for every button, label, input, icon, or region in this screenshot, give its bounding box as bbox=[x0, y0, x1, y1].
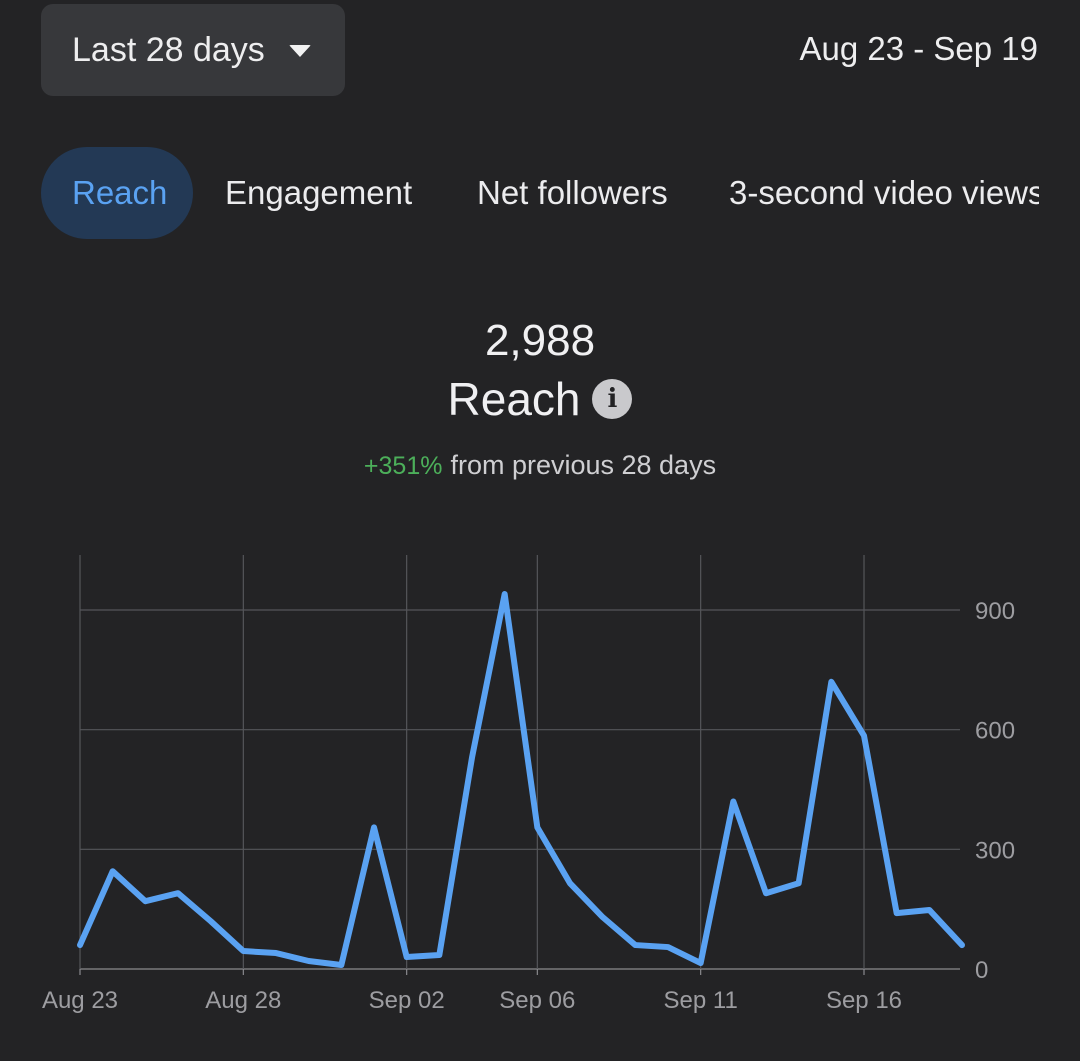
tab-reach[interactable]: Reach bbox=[41, 147, 193, 239]
data-point bbox=[142, 898, 148, 904]
tab-engagement[interactable]: Engagement bbox=[225, 174, 413, 211]
data-point bbox=[208, 918, 214, 924]
x-tick-label: Aug 23 bbox=[42, 987, 118, 1014]
y-axis-labels: 0 300 600 900 bbox=[975, 598, 1015, 984]
y-tick-label: 0 bbox=[975, 957, 988, 984]
data-point bbox=[273, 950, 279, 956]
data-point bbox=[404, 954, 410, 960]
x-axis-labels: Aug 23 Aug 28 Sep 02 Sep 06 Sep 11 Sep 16 bbox=[42, 987, 902, 1014]
data-point bbox=[861, 733, 867, 739]
x-tick-label: Sep 16 bbox=[826, 987, 902, 1014]
metric-title: Reach i bbox=[0, 372, 1080, 426]
data-point bbox=[894, 910, 900, 916]
period-label: Last 28 days bbox=[72, 30, 265, 69]
data-point bbox=[926, 907, 932, 913]
reach-series-points bbox=[77, 591, 965, 968]
y-tick-label: 900 bbox=[975, 598, 1015, 625]
data-point bbox=[502, 591, 508, 597]
data-point bbox=[600, 914, 606, 920]
data-point bbox=[338, 962, 344, 968]
data-point bbox=[469, 755, 475, 761]
data-point bbox=[306, 958, 312, 964]
x-tick-label: Sep 11 bbox=[664, 987, 738, 1014]
x-tick-label: Sep 06 bbox=[499, 987, 575, 1014]
data-point bbox=[796, 880, 802, 886]
metric-name: Reach bbox=[447, 373, 581, 425]
data-point bbox=[959, 942, 965, 948]
data-point bbox=[567, 880, 573, 886]
x-tick-label: Sep 02 bbox=[369, 987, 445, 1014]
data-point bbox=[828, 679, 834, 685]
chart-grid bbox=[79, 555, 960, 975]
caret-down-icon bbox=[288, 45, 311, 57]
data-point bbox=[110, 868, 116, 874]
data-point bbox=[240, 948, 246, 954]
data-point bbox=[632, 942, 638, 948]
y-tick-label: 300 bbox=[975, 837, 1015, 864]
data-point bbox=[665, 944, 671, 950]
reach-line-chart: Aug 23 Aug 28 Sep 02 Sep 06 Sep 11 Sep 16 0 30… bbox=[42, 555, 1015, 1014]
change-description: from previous 28 days bbox=[450, 450, 717, 480]
data-point bbox=[77, 942, 83, 948]
metric-tabs: Reach Engagement Net followers 3-second … bbox=[41, 147, 1039, 239]
data-point bbox=[534, 824, 540, 830]
data-point bbox=[763, 890, 769, 896]
tab-net-followers[interactable]: Net followers bbox=[477, 174, 668, 211]
date-range: Aug 23 - Sep 19 bbox=[799, 30, 1038, 67]
data-point bbox=[436, 952, 442, 958]
data-point bbox=[371, 824, 377, 830]
period-dropdown-button[interactable]: Last 28 days bbox=[41, 4, 345, 96]
y-tick-label: 600 bbox=[975, 718, 1015, 745]
change-percentage: +351% bbox=[363, 452, 443, 480]
reach-series-line bbox=[77, 591, 965, 969]
tab-3-second-video-views[interactable]: 3-second video views bbox=[729, 174, 1039, 211]
x-tick-label: Aug 28 bbox=[205, 987, 281, 1014]
data-point bbox=[698, 960, 704, 966]
data-point bbox=[175, 890, 181, 896]
data-point bbox=[730, 798, 736, 804]
change-summary: +351% from previous 28 days bbox=[0, 450, 1080, 481]
info-icon[interactable]: i bbox=[592, 379, 633, 419]
metric-total-value: 2,988 bbox=[484, 316, 596, 365]
